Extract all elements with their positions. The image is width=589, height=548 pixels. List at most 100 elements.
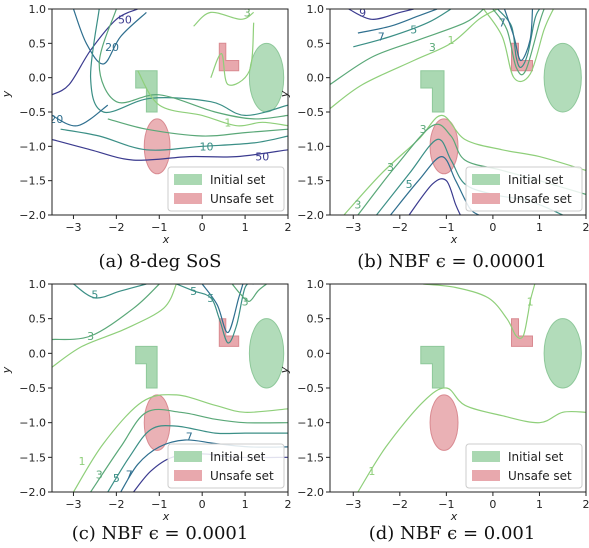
contour-label: 3: [244, 6, 251, 19]
x-tick-label: −1: [438, 498, 454, 511]
contour-label: 1: [79, 455, 86, 468]
initial-set-ellipse: [543, 42, 582, 113]
legend-initial-label: Initial set: [210, 450, 266, 464]
contour-line: [357, 387, 586, 492]
x-axis-label: x: [162, 233, 170, 246]
contour-label: 7: [378, 30, 385, 43]
y-tick-label: −2.0: [297, 486, 324, 499]
y-tick-label: −0.5: [297, 382, 324, 395]
contour-line: [52, 284, 160, 341]
x-tick-label: 1: [242, 498, 249, 511]
unsafe-set-ellipse: [143, 118, 171, 175]
contour-label: 9: [359, 6, 366, 19]
contour-label: 5: [406, 178, 413, 191]
x-tick-label: −2: [392, 498, 408, 511]
contour-line: [357, 9, 438, 34]
x-tick-label: 1: [536, 221, 543, 234]
contour-line: [176, 284, 254, 344]
y-tick-label: −0.5: [19, 382, 46, 395]
y-tick-label: 1.0: [307, 3, 325, 16]
x-tick-label: −3: [345, 498, 361, 511]
y-tick-label: −1.0: [297, 140, 324, 153]
x-tick-label: 0: [489, 221, 496, 234]
x-tick-label: 1: [536, 498, 543, 511]
contour-line: [353, 9, 452, 48]
contour-line: [483, 9, 554, 83]
unsafe-set-lshape: [511, 318, 533, 347]
contour-label: 7: [186, 431, 193, 444]
initial-set-lshape: [420, 345, 445, 389]
contour-label: 5: [190, 285, 197, 298]
y-axis-label: y: [0, 366, 13, 374]
contour-line: [52, 284, 177, 368]
contour-label: 5: [207, 292, 214, 305]
plot-area: 50 20 3 1 10 50 20: [52, 6, 288, 175]
contour-label: 5: [91, 288, 98, 301]
contour-label: 5: [113, 472, 120, 485]
legend: Initial set Unsafe set: [465, 443, 583, 489]
legend-unsafe-swatch: [472, 470, 500, 481]
legend-initial-swatch: [472, 174, 500, 185]
x-tick-label: −1: [438, 221, 454, 234]
contour-line: [90, 408, 288, 492]
contour-line: [330, 9, 484, 86]
unsafe-set-ellipse: [143, 394, 171, 451]
initial-set-lshape: [135, 345, 158, 389]
contour-line: [330, 9, 498, 110]
y-tick-label: 0.5: [29, 313, 47, 326]
x-tick-label: 2: [285, 221, 292, 234]
contour-label: 1: [527, 295, 534, 308]
contour-line: [423, 284, 536, 339]
contour-label: 3: [242, 295, 249, 308]
y-axis-label: y: [278, 90, 291, 98]
y-tick-label: 0.0: [307, 347, 325, 360]
contour-line: [89, 9, 288, 117]
panel-caption: (b) NBF ϵ = 0.00001: [357, 251, 547, 272]
contour-line: [503, 9, 534, 62]
contour-line: [201, 284, 244, 334]
contour-line: [492, 9, 545, 76]
panel-caption: (c) NBF ϵ = 0.0001: [72, 523, 249, 544]
y-tick-label: 1.0: [29, 278, 47, 291]
contour-line: [210, 22, 255, 86]
x-tick-label: −1: [151, 498, 167, 511]
contour-line: [98, 9, 288, 120]
contour-label: 3: [387, 161, 394, 174]
y-tick-label: 0.5: [307, 313, 325, 326]
x-tick-label: −2: [108, 221, 124, 234]
contour-label: 10: [199, 140, 213, 153]
x-axis-label: x: [162, 510, 170, 523]
legend-unsafe-label: Unsafe set: [210, 192, 274, 206]
initial-set-ellipse: [248, 318, 285, 389]
contour-label: 3: [96, 469, 103, 482]
contour-label: 1: [448, 34, 455, 47]
x-tick-label: 0: [489, 498, 496, 511]
contour-label: 3: [354, 199, 361, 212]
legend-initial-swatch: [472, 451, 500, 462]
contour-label: 1: [368, 465, 375, 478]
contour-line: [348, 9, 414, 20]
x-tick-label: −2: [392, 221, 408, 234]
y-tick-label: −1.5: [19, 451, 46, 464]
contour-label: 5: [410, 24, 417, 37]
contour-label: 3: [87, 330, 94, 343]
x-tick-label: −3: [345, 221, 361, 234]
contour-line: [497, 9, 541, 69]
contour-line: [231, 284, 267, 302]
x-axis-label: x: [450, 510, 458, 523]
initial-set-lshape: [420, 70, 445, 113]
contour-line: [107, 118, 288, 137]
contour-line: [73, 284, 147, 299]
contour-label: 7: [126, 469, 133, 482]
legend-unsafe-label: Unsafe set: [508, 469, 572, 483]
y-tick-label: 0.0: [29, 72, 47, 85]
plot-area: 11: [357, 284, 586, 492]
panel-caption: (a) 8-deg SoS: [99, 251, 222, 272]
y-tick-label: −2.0: [19, 486, 46, 499]
x-tick-label: 0: [199, 498, 206, 511]
y-tick-label: −1.0: [19, 140, 46, 153]
contour-line: [60, 128, 288, 151]
legend-unsafe-swatch: [174, 193, 202, 204]
